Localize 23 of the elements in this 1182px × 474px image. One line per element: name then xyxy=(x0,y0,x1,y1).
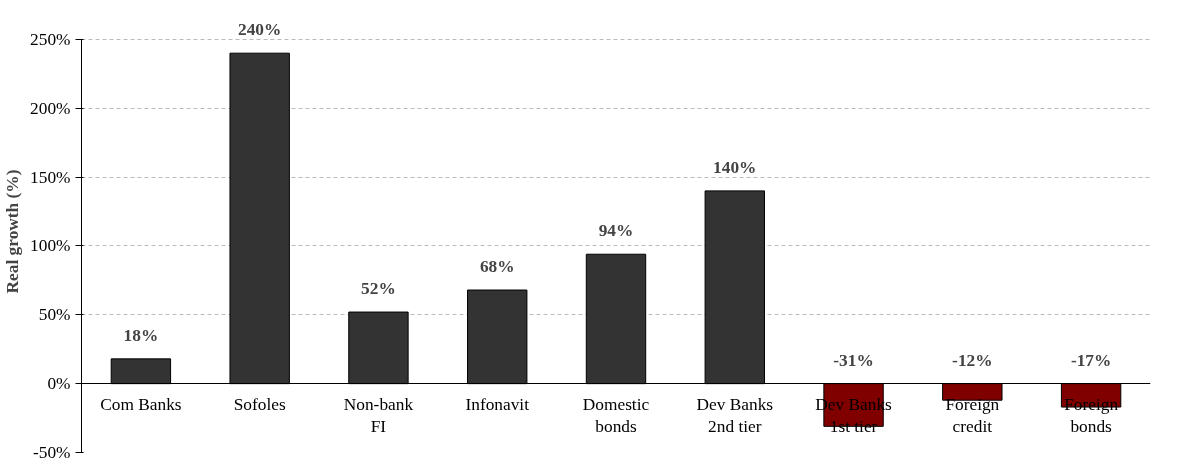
y-tick-label: 50% xyxy=(38,305,71,325)
y-tick-label: 250% xyxy=(30,29,71,49)
data-label: 18% xyxy=(123,325,159,345)
x-tick-label: Com Banks xyxy=(100,394,182,414)
y-tick-label: 150% xyxy=(30,167,71,187)
data-label: 240% xyxy=(238,20,282,40)
y-tick-label: 0% xyxy=(47,374,71,394)
x-tick-label: Dev Banks 2nd tier xyxy=(696,394,774,437)
y-tick-label: 100% xyxy=(30,236,71,256)
data-label: -12% xyxy=(952,350,993,370)
data-label: -17% xyxy=(1070,350,1112,370)
x-tick-label: Infonavit xyxy=(465,394,530,414)
data-label: 68% xyxy=(479,257,515,277)
data-label: 94% xyxy=(598,221,634,241)
data-label: 52% xyxy=(361,279,396,299)
x-tick-label: Non-bank FI xyxy=(343,394,414,437)
data-label: 140% xyxy=(713,157,757,177)
y-tick-label: 200% xyxy=(30,98,71,118)
x-tick-label: Domestic bonds xyxy=(582,394,650,437)
y-tick-label: -50% xyxy=(32,443,71,462)
x-tick-label: Sofoles xyxy=(233,394,286,414)
y-axis-title: Real growth (%) xyxy=(3,169,23,294)
data-label: -31% xyxy=(833,350,874,370)
